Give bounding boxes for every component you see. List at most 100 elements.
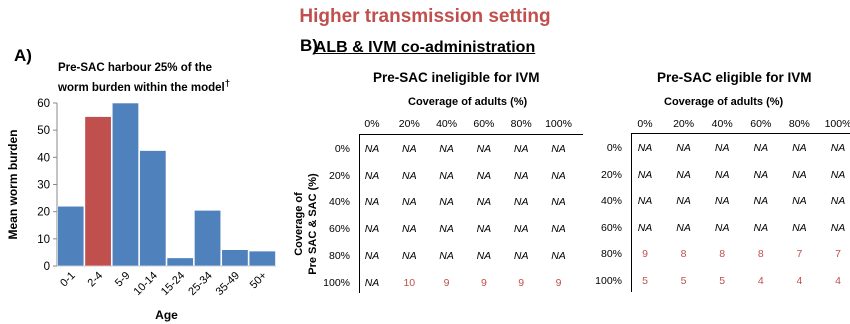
column-header: 80% [510, 118, 532, 130]
table-cell: NA [364, 249, 380, 262]
table-cell: NA [551, 196, 566, 209]
x-tick-label: 35-49 [214, 270, 242, 298]
table-cell: NA [439, 196, 454, 209]
column-header: 20% [673, 118, 695, 130]
table-cell: 9 [518, 276, 525, 289]
bar-50+ [248, 250, 276, 267]
row-axis-title-line1: Coverage of [293, 192, 305, 256]
table-cell: NA [676, 142, 691, 154]
table-title: Pre-SAC eligible for IVM [657, 70, 812, 85]
chart-title: Pre-SAC harbour 25% of the worm burden w… [58, 61, 230, 96]
table-cell: 5 [642, 274, 648, 287]
table-cell: NA [551, 223, 566, 236]
row-header-divider [631, 133, 632, 292]
chart-title-line2: worm burden within the model [58, 81, 225, 94]
table-cell: NA [364, 143, 380, 155]
column-header: 40% [436, 118, 458, 130]
column-header: 100% [824, 118, 850, 130]
table-cell: NA [830, 221, 846, 234]
bar-0-1 [57, 205, 85, 267]
table-cell: NA [439, 223, 454, 236]
row-header: 20% [600, 168, 622, 181]
chart-title-line1: Pre-SAC harbour 25% of the [58, 62, 212, 74]
bar-5-9 [111, 102, 139, 267]
row-header: 60% [600, 221, 622, 234]
table-cell: NA [792, 168, 807, 181]
x-axis-label: Age [155, 308, 178, 322]
header-divider [359, 134, 583, 135]
x-tick-label: 0-1 [58, 270, 78, 290]
row-axis-title-line2: Pre SAC & SAC (%) [307, 173, 319, 275]
x-tick-label: 15-24 [159, 270, 187, 298]
x-tick-label: 25-34 [186, 270, 214, 298]
table-cell: 9 [443, 276, 450, 289]
table-cell: NA [476, 143, 492, 155]
table-cell: NA [551, 143, 566, 155]
row-header: 20% [328, 169, 350, 182]
column-header: 60% [750, 118, 772, 130]
table-cell: NA [714, 221, 730, 234]
table-cell: 5 [680, 274, 687, 287]
row-header: 80% [600, 248, 622, 260]
y-tick-label: 0 [44, 261, 50, 273]
column-header: 0% [364, 118, 380, 130]
y-tick-label: 10 [37, 234, 50, 246]
table-cell: NA [637, 195, 653, 207]
table-cell: 9 [480, 276, 487, 289]
table-cell: NA [637, 168, 653, 181]
table-cell: NA [402, 223, 417, 236]
column-header: 80% [788, 118, 810, 130]
table-cell: NA [792, 142, 807, 154]
table-cell: NA [753, 221, 769, 234]
bar-25-34 [194, 210, 222, 267]
column-header: 0% [637, 118, 653, 130]
table-cell: 7 [835, 248, 841, 260]
x-tick-label: 2-4 [85, 270, 105, 290]
bar-10-14 [139, 150, 167, 267]
table-cell: NA [364, 276, 380, 289]
column-header: 40% [711, 118, 733, 130]
y-tick-label: 30 [37, 180, 50, 192]
table-cell: NA [402, 196, 417, 209]
row-axis-title: Coverage of Pre SAC & SAC (%) [292, 154, 320, 294]
table-cell: NA [402, 143, 417, 155]
table-cell: NA [364, 196, 380, 209]
table-cell: NA [364, 223, 380, 236]
table-cell: NA [476, 249, 492, 262]
y-tick-label: 60 [37, 98, 50, 110]
row-header: 40% [600, 195, 622, 207]
table-cell: NA [792, 221, 807, 234]
row-header: 100% [595, 274, 622, 287]
table-title: Pre-SAC ineligible for IVM [373, 70, 540, 85]
row-header: 60% [328, 223, 350, 236]
table-cell: 7 [796, 248, 803, 260]
table-cell: NA [513, 249, 529, 262]
table-cell: NA [676, 195, 691, 207]
table-cell: 5 [719, 274, 726, 287]
header-divider [631, 133, 850, 134]
figure-subtitle: ALB & IVM co-administration [314, 39, 536, 56]
row-header: 80% [328, 249, 350, 262]
table-cell: NA [676, 168, 691, 181]
table-cell: NA [830, 168, 846, 181]
column-header: 100% [545, 118, 572, 130]
table-cell: 4 [796, 274, 803, 287]
table-cell: NA [753, 168, 769, 181]
table-cell: NA [551, 169, 566, 182]
table-cell: 8 [757, 248, 764, 260]
table-cell: NA [830, 142, 846, 154]
table-cell: 4 [757, 274, 764, 287]
y-tick-label: 50 [37, 125, 50, 137]
bar-15-24 [166, 257, 194, 267]
table-cell: NA [792, 195, 807, 207]
x-tick-label: 5-9 [113, 270, 133, 290]
y-tick-label: 20 [37, 207, 50, 219]
x-tick-label: 10-14 [132, 270, 160, 298]
table-cell: NA [402, 169, 417, 182]
table-cell: 8 [719, 248, 726, 260]
y-axis-label: Mean worm burden [6, 129, 20, 239]
x-tick-label: 50+ [248, 270, 270, 292]
figure-title: Higher transmission setting [299, 6, 551, 27]
table-cell: NA [513, 143, 529, 155]
bar-35-49 [221, 249, 249, 267]
